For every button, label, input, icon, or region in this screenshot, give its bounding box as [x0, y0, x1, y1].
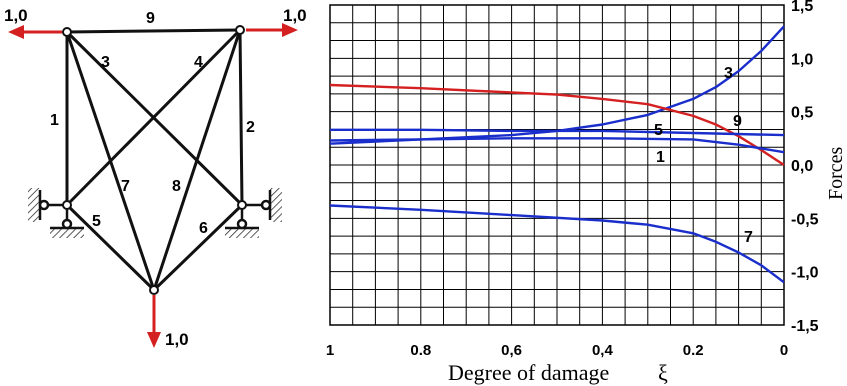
load-arrow-right	[246, 23, 298, 37]
y-tick-label: 1,0	[791, 51, 813, 68]
curve-label-7: 7	[744, 229, 753, 246]
member-label-5: 5	[92, 213, 101, 230]
series-line-5	[330, 128, 785, 137]
y-tick-label: -1,0	[791, 265, 819, 282]
node-bottom	[149, 285, 159, 295]
x-tick-label: 0.8	[410, 342, 431, 359]
member-8	[152, 28, 242, 292]
y-tick-labels: 1,5 1,0 0,5 0,0 -0,5 -1,0 -1,5	[791, 0, 819, 335]
load-arrow-left	[8, 25, 62, 39]
member-6	[152, 203, 244, 292]
load-label-bottom: 1,0	[165, 330, 189, 349]
left-support	[28, 188, 84, 238]
load-arrow-bottom	[147, 295, 161, 348]
node-left	[62, 200, 72, 210]
x-tick-label: 0,4	[592, 342, 614, 359]
member-label-1: 1	[50, 112, 59, 129]
member-label-6: 6	[199, 220, 208, 237]
x-tick-label: 0.2	[683, 342, 704, 359]
y-tick-label: 0,0	[791, 158, 813, 175]
x-axis-label: Degree of damage	[448, 360, 609, 385]
node-right	[237, 200, 247, 210]
member-4	[65, 28, 242, 207]
x-tick-label: 0	[780, 342, 788, 359]
member-5	[65, 203, 156, 292]
y-axis-label: Forces	[825, 146, 847, 200]
member-label-9: 9	[146, 10, 155, 27]
node-top-left	[62, 27, 72, 37]
forces-chart: 1 0.8 0,6 0,4 0.2 0 1,51,00,50,0-0,5-1,0-1,5 …	[326, 0, 847, 385]
member-label-7: 7	[121, 178, 130, 195]
member-label-2: 2	[246, 119, 255, 136]
truss-diagram: 1,0 1,0 1,0 9 3 4 1 2 7 8 5 6	[4, 6, 307, 349]
y-tick-label: 1,5	[791, 0, 813, 15]
member-label-8: 8	[172, 178, 181, 195]
member-label-3: 3	[101, 54, 110, 71]
y-tick-label: -0,5	[791, 211, 819, 228]
load-label-right: 1,0	[283, 6, 307, 25]
y-tick-label: -1,5	[791, 318, 819, 335]
series-line-7	[329, 204, 785, 284]
series-line-3	[329, 25, 785, 145]
member-7	[65, 30, 156, 292]
member-label-4: 4	[194, 54, 203, 71]
curve-label-1: 1	[656, 149, 665, 166]
x-axis-symbol: ξ	[658, 360, 668, 385]
member-2	[238, 28, 244, 207]
curve-label-5: 5	[654, 122, 663, 139]
chart-grid	[330, 5, 784, 325]
x-tick-labels: 1 0.8 0,6 0,4 0.2 0	[326, 342, 788, 359]
series-layer	[329, 25, 785, 284]
y-tick-label: 0,5	[791, 105, 813, 122]
load-label-left: 1,0	[4, 6, 28, 25]
x-tick-label: 0,6	[501, 342, 522, 359]
series-line-1	[329, 137, 785, 154]
x-tick-label: 1	[326, 342, 334, 359]
member-9	[65, 28, 242, 34]
series-line-9	[329, 83, 785, 167]
curve-label-3: 3	[724, 65, 733, 82]
node-top-right	[235, 25, 245, 35]
curve-label-9: 9	[733, 113, 742, 130]
